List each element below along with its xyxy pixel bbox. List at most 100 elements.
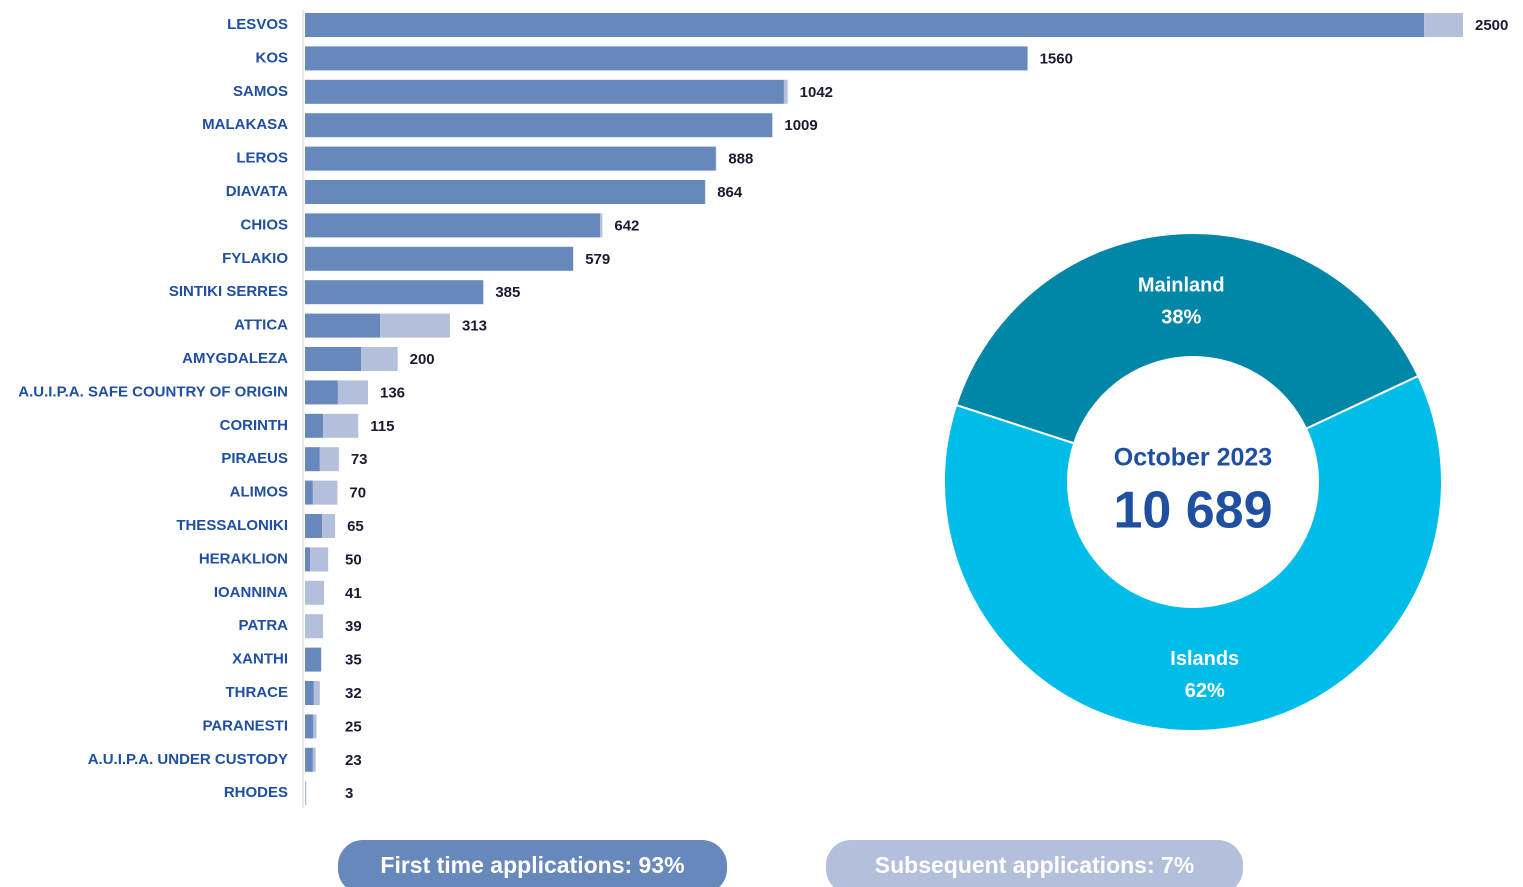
- bar-segment: [322, 514, 336, 538]
- slice-label: Mainland: [1138, 275, 1225, 297]
- value-label: 888: [728, 151, 753, 168]
- category-label: SAMOS: [233, 83, 288, 100]
- bar-segment: [305, 580, 324, 605]
- legend-label: Subsequent applications: 7%: [875, 852, 1195, 878]
- bar-segment: [305, 180, 706, 204]
- category-label: XANTHI: [232, 651, 288, 668]
- bar-segment: [1424, 13, 1463, 37]
- center-total: 10 689: [1113, 482, 1272, 540]
- value-label: 385: [495, 284, 520, 301]
- value-label: 1042: [800, 84, 833, 101]
- value-label: 35: [345, 652, 362, 669]
- bar-segment: [305, 781, 307, 806]
- bar-segment: [305, 313, 381, 338]
- bar-segment: [305, 614, 324, 639]
- category-label: MALAKASA: [202, 116, 288, 133]
- value-label: 23: [345, 752, 362, 769]
- category-label: SINTIKI SERRES: [169, 283, 288, 300]
- slice-value: 62%: [1185, 680, 1225, 702]
- donut-hole: [1069, 358, 1317, 606]
- bar-segment: [305, 514, 323, 538]
- bar-segment: [783, 79, 788, 104]
- bar-segment: [600, 213, 603, 238]
- value-label: 115: [370, 418, 394, 435]
- value-label: 39: [345, 618, 362, 635]
- bar-segment: [305, 647, 322, 672]
- bar-segment: [313, 681, 320, 705]
- bar-segment: [305, 380, 338, 405]
- bar-segment: [361, 347, 398, 371]
- bar-segment: [312, 480, 338, 505]
- bar-segment: [305, 747, 313, 772]
- value-label: 32: [345, 685, 362, 702]
- bar-segment: [305, 280, 484, 305]
- bar-segment: [310, 547, 329, 572]
- category-label: LEROS: [236, 150, 288, 167]
- bar-segment: [312, 747, 316, 772]
- category-label: A.U.I.P.A. SAFE COUNTRY OF ORIGIN: [18, 383, 288, 400]
- bar-segment: [305, 113, 773, 138]
- value-label: 25: [345, 718, 362, 735]
- category-label: PARANESTI: [202, 717, 288, 734]
- bar-segment: [305, 246, 574, 271]
- category-label: RHODES: [224, 784, 288, 801]
- bar-segment: [337, 380, 368, 405]
- value-label: 579: [585, 251, 610, 268]
- bar-segment: [305, 146, 716, 171]
- donut-slice: [942, 374, 1443, 732]
- value-label: 1009: [784, 117, 817, 134]
- bar-segment: [305, 213, 601, 238]
- legend-pill: [338, 840, 727, 887]
- slice-value: 38%: [1161, 307, 1201, 329]
- bar-segment: [319, 447, 339, 472]
- category-label: A.U.I.P.A. UNDER CUSTODY: [88, 751, 288, 768]
- slice-label: Islands: [1170, 648, 1239, 670]
- category-label: PIRAEUS: [221, 450, 288, 467]
- value-label: 70: [349, 485, 366, 502]
- category-label: KOS: [255, 49, 288, 66]
- category-label: IOANNINA: [214, 584, 288, 601]
- bar-segment: [305, 714, 314, 739]
- legend-pill: [826, 840, 1243, 887]
- value-label: 642: [614, 217, 639, 234]
- category-label: ALIMOS: [230, 484, 288, 501]
- value-label: 3: [345, 785, 353, 802]
- category-label: THESSALONIKI: [176, 517, 288, 534]
- category-label: FYLAKIO: [222, 250, 288, 267]
- value-label: 200: [410, 351, 435, 368]
- bar-segment: [305, 681, 314, 705]
- category-label: THRACE: [226, 684, 289, 701]
- bar-segment: [305, 13, 1425, 37]
- bar-segment: [305, 547, 311, 572]
- bar-segment: [313, 714, 317, 739]
- bar-segment: [305, 347, 362, 371]
- value-label: 1560: [1040, 50, 1073, 67]
- legend-label: First time applications: 93%: [380, 852, 684, 878]
- bar-segment: [380, 313, 450, 338]
- category-label: CORINTH: [220, 417, 288, 434]
- category-label: DIAVATA: [226, 183, 288, 200]
- value-label: 136: [380, 384, 405, 401]
- bar-segment: [305, 46, 1028, 71]
- value-label: 864: [717, 184, 743, 201]
- bar-segment: [305, 447, 320, 472]
- donut-slice: [954, 232, 1420, 445]
- category-label: LESVOS: [227, 16, 288, 33]
- value-label: 41: [345, 585, 362, 602]
- value-label: 73: [351, 451, 368, 468]
- value-label: 65: [347, 518, 364, 535]
- bar-segment: [305, 413, 324, 438]
- category-label: HERAKLION: [199, 550, 288, 567]
- value-label: 313: [462, 318, 487, 335]
- bar-segment: [305, 79, 784, 104]
- category-label: ATTICA: [234, 317, 288, 334]
- bar-segment: [305, 480, 313, 505]
- category-label: PATRA: [239, 617, 289, 634]
- center-title: October 2023: [1114, 444, 1272, 472]
- category-label: AMYGDALEZA: [182, 350, 288, 367]
- bar-segment: [323, 413, 359, 438]
- value-label: 50: [345, 551, 362, 568]
- value-label: 2500: [1475, 17, 1508, 34]
- category-label: CHIOS: [240, 216, 288, 233]
